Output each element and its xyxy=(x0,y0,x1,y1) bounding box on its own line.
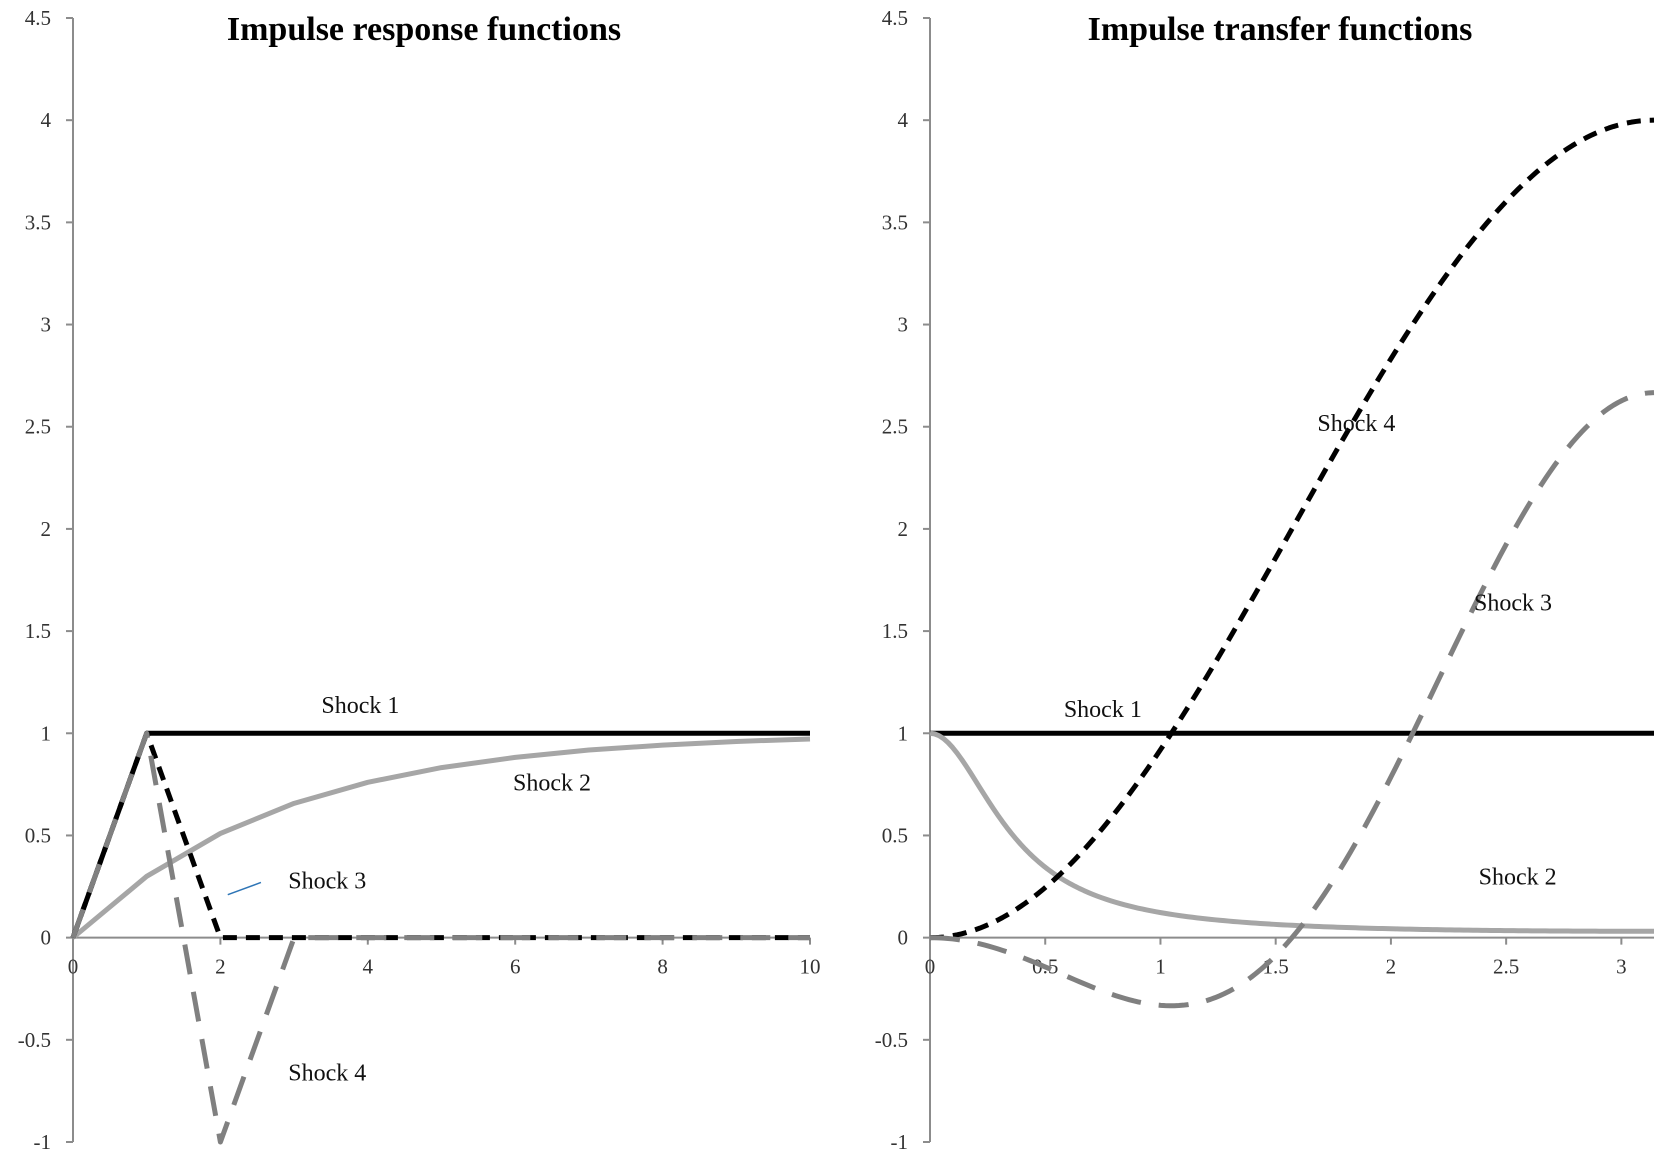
y-tick-label: 0 xyxy=(41,926,52,950)
y-tick-label: 0.5 xyxy=(882,823,908,847)
x-tick-label: 1 xyxy=(1155,955,1166,979)
chart-title: Impulse transfer functions xyxy=(1088,11,1473,48)
y-tick-label: 2.5 xyxy=(25,415,51,439)
series-line-shock-4 xyxy=(70,730,810,1145)
y-tick-label: 2 xyxy=(898,517,909,541)
x-tick-label: 8 xyxy=(657,955,668,979)
y-tick-label: 3.5 xyxy=(882,210,908,234)
y-tick-label: 4.5 xyxy=(882,6,908,30)
y-tick-label: -0.5 xyxy=(875,1028,908,1052)
series-line-shock-4 xyxy=(929,390,1655,1009)
chart-impulse-transfer: Impulse transfer functions -1 -0.5 0 0.5 1 1.… xyxy=(875,6,1655,1154)
y-tick-label: 1 xyxy=(898,721,909,745)
y-tick-label: 0.5 xyxy=(25,823,51,847)
y-tick-label: 3 xyxy=(41,313,52,337)
series-line-shock-2 xyxy=(71,736,811,940)
y-tick-label: 0 xyxy=(898,926,909,950)
series-annotation: Shock 2 xyxy=(1479,865,1557,891)
chart-impulse-response: Impulse response functions -1 -0.5 0 0.5 1 1.… xyxy=(18,6,821,1154)
series-annotation: Shock 1 xyxy=(1064,697,1142,723)
y-tick-label: 1.5 xyxy=(882,619,908,643)
chart-title: Impulse response functions xyxy=(227,11,621,48)
series-annotation: Shock 2 xyxy=(513,770,591,796)
y-tick-label: 3 xyxy=(898,313,909,337)
series-line-shock-3 xyxy=(929,117,1655,941)
x-tick-label: 2.5 xyxy=(1493,955,1519,979)
series-line-shock-1 xyxy=(70,730,810,939)
y-tick-label: 2 xyxy=(41,517,52,541)
series-annotation: Shock 3 xyxy=(1474,591,1552,617)
x-tick-label: 2 xyxy=(215,955,226,979)
y-tick-label: -0.5 xyxy=(18,1028,51,1052)
y-tick-label: 4 xyxy=(41,108,52,132)
y-tick-label: 1.5 xyxy=(25,619,51,643)
x-tick-label: 4 xyxy=(363,955,374,979)
series-annotation: Shock 4 xyxy=(1317,411,1395,437)
x-tick-label: 3 xyxy=(1616,955,1627,979)
series-line-shock-2 xyxy=(929,730,1654,934)
series-line-shock-3 xyxy=(70,730,810,941)
y-tick-label: 2.5 xyxy=(882,415,908,439)
y-tick-label: -1 xyxy=(891,1130,909,1154)
annotation-leader-line xyxy=(227,881,262,896)
y-tick-label: 4.5 xyxy=(25,6,51,30)
x-tick-label: 0 xyxy=(68,955,79,979)
x-tick-label: 10 xyxy=(800,955,821,979)
series-annotation: Shock 1 xyxy=(321,693,399,719)
y-tick-label: 3.5 xyxy=(25,210,51,234)
y-tick-label: 1 xyxy=(41,721,52,745)
x-tick-label: 0 xyxy=(925,955,936,979)
y-tick-label: -1 xyxy=(34,1130,52,1154)
series-annotation: Shock 4 xyxy=(288,1061,366,1087)
x-tick-label: 2 xyxy=(1386,955,1397,979)
x-tick-label: 6 xyxy=(510,955,521,979)
series-annotation: Shock 3 xyxy=(288,869,366,895)
y-tick-label: 4 xyxy=(898,108,909,132)
